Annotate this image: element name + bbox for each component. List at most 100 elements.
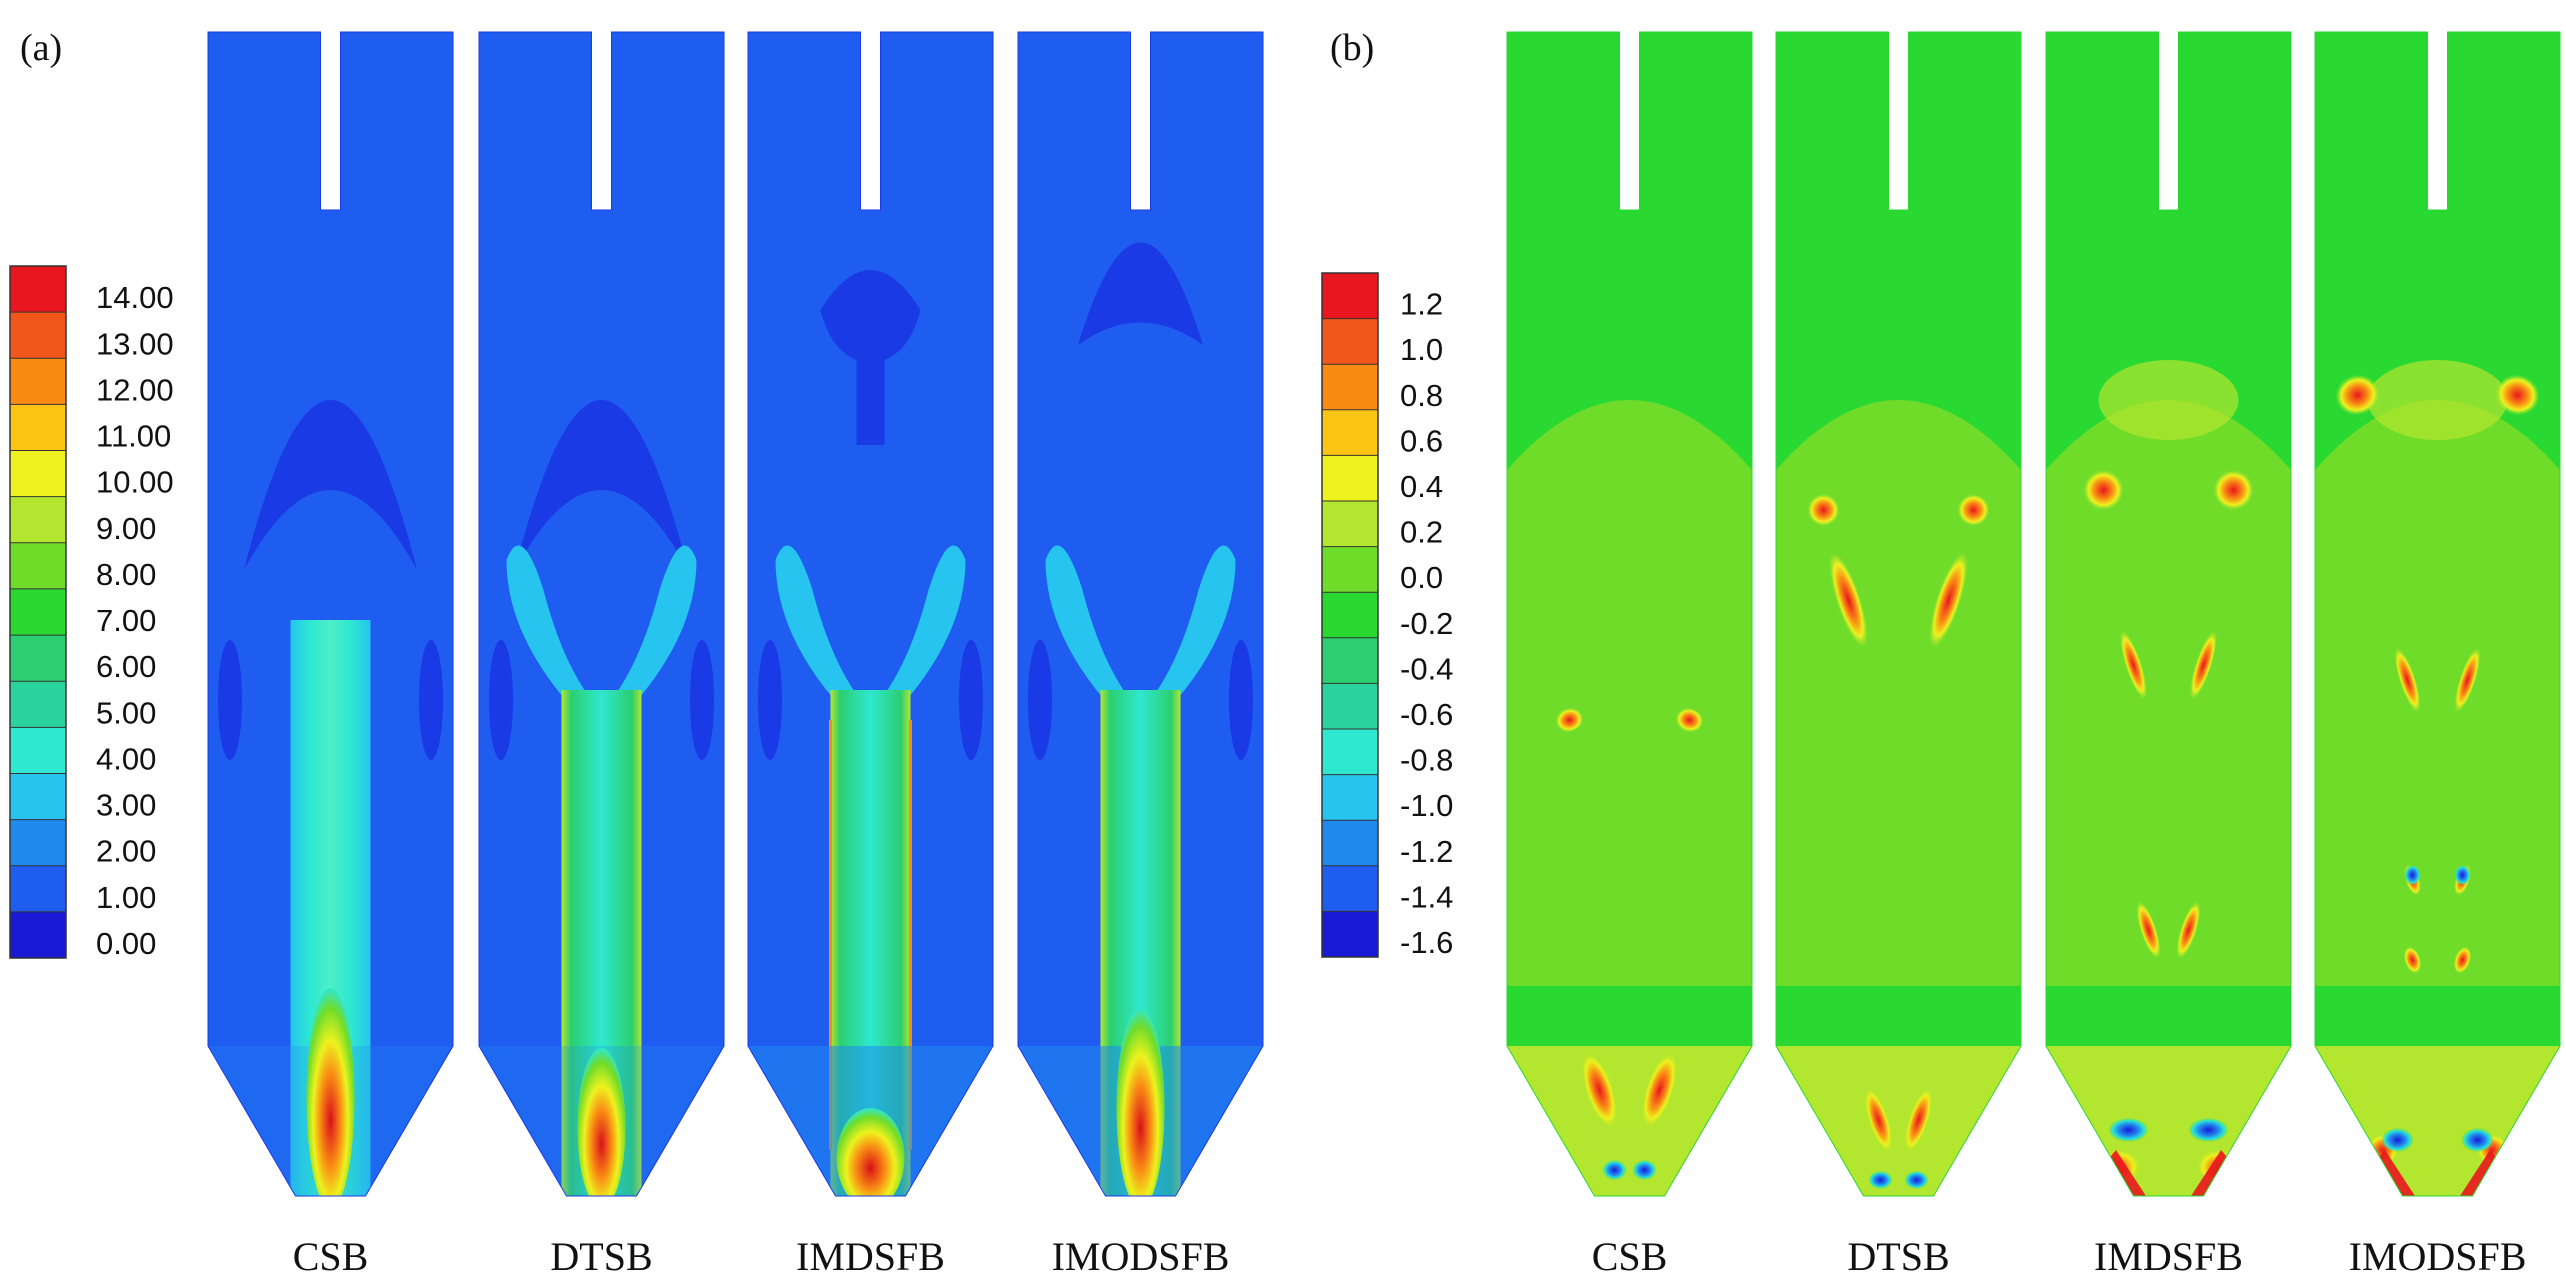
bed-outline — [747, 31, 994, 1197]
fountain-arch — [244, 400, 417, 570]
legend-tick-label: 12.00 — [96, 372, 174, 407]
legend-tick-label: -1.0 — [1400, 788, 1453, 823]
fountain-branch — [611, 545, 697, 720]
positive-vortex — [1864, 1087, 1893, 1153]
negative-vortex — [1904, 1171, 1929, 1189]
annulus-lobe — [690, 640, 714, 760]
legend-swatch — [10, 727, 66, 774]
case-label: IMDSFB — [796, 1234, 945, 1279]
fountain-arch — [1078, 242, 1203, 345]
legend-swatch — [10, 404, 66, 452]
legend-swatch — [10, 819, 66, 867]
vorticity-bed-dtsb — [1775, 31, 2022, 1197]
light-band — [1507, 400, 1752, 986]
jet-core — [1116, 1008, 1165, 1196]
velocity-bed-dtsb — [478, 31, 725, 1197]
positive-vortex — [2495, 374, 2540, 416]
fountain-branch — [1150, 545, 1236, 720]
annulus-lobe — [489, 640, 513, 760]
fountain-arch — [515, 400, 688, 570]
case-label: DTSB — [550, 1234, 652, 1279]
positive-vortex — [1555, 707, 1584, 733]
positive-vortex — [2136, 901, 2161, 959]
case-label: IMODSFB — [2349, 1234, 2527, 1279]
positive-vortex — [1829, 552, 1868, 648]
legend-swatch — [10, 542, 66, 590]
negative-vortex — [2454, 865, 2471, 885]
light-band — [1776, 400, 2021, 986]
legend-tick-label: 3.00 — [96, 788, 156, 823]
legend-tick-label: 9.00 — [96, 511, 156, 546]
annulus-lobe — [959, 640, 983, 760]
legend-tick-label: -1.2 — [1400, 834, 1453, 869]
legend-swatch — [10, 496, 66, 544]
negative-vortex — [1602, 1160, 1627, 1180]
vorticity-bed-csb — [1506, 31, 1753, 1197]
legend-swatch — [10, 588, 66, 636]
annulus-lobe — [1229, 640, 1253, 760]
positive-vortex — [1641, 1051, 1678, 1129]
positive-vortex — [2213, 470, 2254, 510]
fountain-branch — [775, 545, 861, 720]
legend-swatch — [10, 450, 66, 498]
negative-vortex — [2461, 1128, 2494, 1152]
legend-tick-label: 5.00 — [96, 695, 156, 730]
legend-swatch — [1322, 637, 1378, 684]
legend-swatch — [1322, 774, 1378, 821]
legend-swatch — [1322, 592, 1378, 639]
case-label: IMDSFB — [2094, 1234, 2243, 1279]
negative-vortex — [2188, 1118, 2229, 1142]
legend-tick-label: 1.00 — [96, 880, 156, 915]
legend-tick-label: 2.00 — [96, 834, 156, 869]
legend-tick-label: 8.00 — [96, 557, 156, 592]
legend-swatch — [10, 681, 66, 728]
case-label: CSB — [293, 1234, 369, 1279]
positive-vortex — [2403, 946, 2422, 974]
positive-vortex — [1807, 494, 1840, 526]
legend-tick-label: 10.00 — [96, 465, 174, 500]
positive-vortex — [1957, 494, 1990, 526]
positive-vortex — [2454, 647, 2481, 713]
positive-vortex — [2190, 630, 2217, 700]
legend-swatch — [1322, 318, 1378, 365]
legend-tick-label: 14.00 — [96, 280, 174, 315]
velocity-legend: 14.00 13.00 12.00 11.00 10.00 9.00 8.00 7.00 6.0… — [9, 265, 174, 961]
legend-tick-label: -0.4 — [1400, 651, 1453, 686]
legend-tick-label: 0.2 — [1400, 515, 1443, 550]
fountain-branch — [506, 545, 592, 720]
vorticity-legend: 1.2 1.0 0.8 0.6 0.4 0.2 0.0 -0.2 -0.4 -0.6 -0.8 -1.… — [1321, 272, 1453, 960]
cone-region — [2046, 1046, 2291, 1196]
legend-swatch — [10, 865, 66, 913]
legend-tick-label: -1.4 — [1400, 879, 1453, 914]
legend-tick-label: 13.00 — [96, 326, 174, 361]
vorticity-bed-imdsfb — [2045, 31, 2292, 1197]
bed-outline — [1506, 31, 1753, 1197]
annulus-lobe — [218, 640, 242, 760]
positive-vortex — [2120, 630, 2147, 700]
positive-vortex — [1581, 1051, 1618, 1129]
legend-tick-label: 6.00 — [96, 649, 156, 684]
positive-vortex — [2083, 470, 2124, 510]
bed-outline — [1775, 31, 2022, 1197]
case-label: IMODSFB — [1052, 1234, 1230, 1279]
legend-swatch — [1322, 729, 1378, 776]
vorticity-bed-imodsfb — [2314, 31, 2561, 1197]
velocity-bed-csb — [207, 31, 454, 1197]
velocity-bed-imodsfb — [1017, 31, 1264, 1197]
legend-tick-label: 0.6 — [1400, 423, 1443, 458]
legend-swatch — [1322, 820, 1378, 867]
positive-vortex — [2335, 374, 2380, 416]
negative-vortex — [2108, 1118, 2149, 1142]
jet-core — [306, 988, 355, 1196]
legend-tick-label: 11.00 — [96, 419, 171, 454]
fountain-branch — [1045, 545, 1131, 720]
negative-vortex — [1868, 1171, 1893, 1189]
jet-core — [836, 1108, 905, 1196]
annulus-lobe — [1028, 640, 1052, 760]
fountain-branch — [880, 545, 966, 720]
light-patch — [2367, 360, 2508, 440]
legend-swatch — [1322, 683, 1378, 730]
negative-vortex — [2404, 865, 2421, 885]
bed-outline — [207, 31, 454, 1197]
light-patch — [2098, 360, 2239, 440]
